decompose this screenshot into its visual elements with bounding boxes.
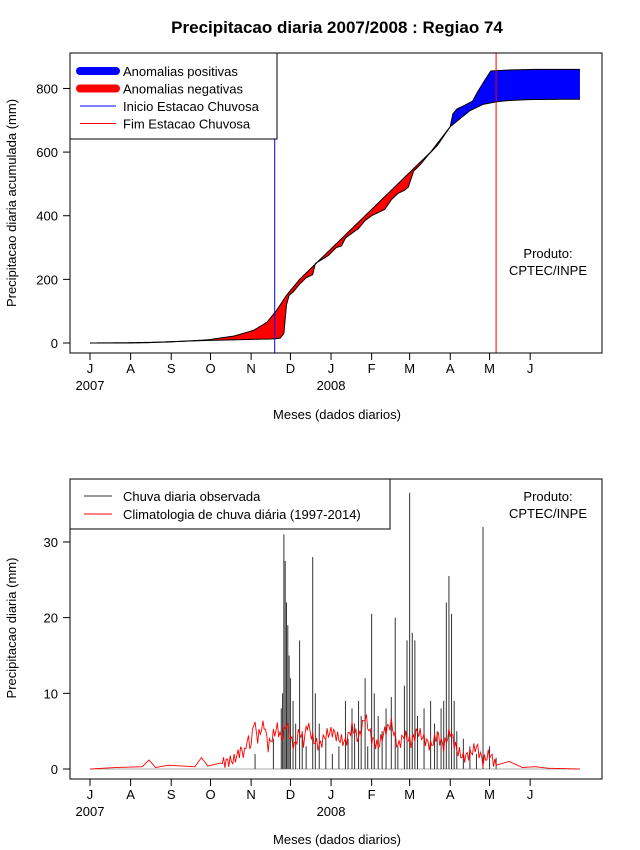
x-tick-label: M xyxy=(484,361,495,376)
x-tick-label: N xyxy=(246,787,255,802)
x-tick-label: N xyxy=(246,361,255,376)
x-tick-label: J xyxy=(328,361,335,376)
y-tick-label: 30 xyxy=(44,535,58,550)
x-tick-label: S xyxy=(167,787,176,802)
x-tick-label: J xyxy=(527,787,534,802)
climatology-cumulative-line xyxy=(89,98,580,344)
annotation-line-2: CPTEC/INPE xyxy=(509,506,587,521)
y-tick-label: 800 xyxy=(36,81,58,96)
x-axis-label-top: Meses (dados diarios) xyxy=(273,407,401,422)
year-label: 2007 xyxy=(76,378,105,393)
x-tick-label: J xyxy=(87,787,94,802)
legend-top: Anomalias positivas Anomalias negativas In… xyxy=(69,52,278,140)
legend-label: Fim Estacao Chuvosa xyxy=(123,117,251,132)
climatology-line xyxy=(89,714,580,770)
x-tick-label: O xyxy=(205,787,215,802)
chart-title: Precipitacao diaria 2007/2008 : Regiao 7… xyxy=(171,18,503,37)
product-annotation-top: Produto: CPTEC/INPE xyxy=(509,246,587,278)
daily-bars xyxy=(90,492,580,770)
x-tick-label: M xyxy=(484,787,495,802)
x-tick-label: F xyxy=(368,787,376,802)
daily-panel: J A S O N D J F M A M J 2007 2008 0 10 20 30 Chuva diaria… xyxy=(4,478,603,847)
legend-label: Inicio Estacao Chuvosa xyxy=(123,99,260,114)
x-tick-label: F xyxy=(368,361,376,376)
cumulative-panel: Precipitacao diaria 2007/2008 : Regiao 7… xyxy=(4,18,603,422)
product-annotation-bottom: Produto: CPTEC/INPE xyxy=(509,489,587,521)
x-tick-label: S xyxy=(167,361,176,376)
positive-anomaly-area xyxy=(450,69,580,127)
year-label: 2007 xyxy=(76,804,105,819)
axes-bottom: J A S O N D J F M A M J 2007 2008 0 10 20 30 xyxy=(44,535,534,819)
y-tick-label: 200 xyxy=(36,272,58,287)
y-tick-label: 20 xyxy=(44,611,58,626)
y-tick-label: 400 xyxy=(36,209,58,224)
x-tick-label: J xyxy=(87,361,94,376)
x-tick-label: A xyxy=(126,361,135,376)
legend-box xyxy=(69,478,391,530)
y-tick-label: 0 xyxy=(51,336,58,351)
x-tick-label: J xyxy=(527,361,534,376)
x-tick-label: O xyxy=(205,361,215,376)
year-label: 2008 xyxy=(317,804,346,819)
y-tick-label: 10 xyxy=(44,686,58,701)
legend-bottom: Chuva diaria observada Climatologia de ch… xyxy=(69,478,391,530)
x-tick-label: D xyxy=(286,361,295,376)
x-tick-label: M xyxy=(404,787,415,802)
y-axis-label-top: Precipitacao diaria acumulada (mm) xyxy=(4,99,19,307)
year-label: 2008 xyxy=(317,378,346,393)
legend-label: Chuva diaria observada xyxy=(123,489,261,504)
annotation-line-1: Produto: xyxy=(523,489,572,504)
x-tick-label: A xyxy=(446,361,455,376)
y-axis-label-bottom: Precipitacao diaria (mm) xyxy=(4,558,19,699)
y-tick-label: 600 xyxy=(36,145,58,160)
x-tick-label: A xyxy=(446,787,455,802)
x-tick-label: A xyxy=(126,787,135,802)
x-tick-label: J xyxy=(328,787,335,802)
annotation-line-2: CPTEC/INPE xyxy=(509,263,587,278)
cumulative-lines xyxy=(89,68,580,344)
x-tick-label: D xyxy=(286,787,295,802)
negative-anomaly-area xyxy=(181,263,316,342)
legend-label: Anomalias positivas xyxy=(123,64,238,79)
annotation-line-1: Produto: xyxy=(523,246,572,261)
y-tick-label: 0 xyxy=(51,762,58,777)
climatology-daily-line xyxy=(89,714,580,770)
legend-label: Climatologia de chuva diária (1997-2014) xyxy=(123,507,361,522)
x-axis-label-bottom: Meses (dados diarios) xyxy=(273,832,401,847)
legend-label: Anomalias negativas xyxy=(123,82,243,97)
axes-top: J A S O N D J F M A M J 2007 2008 0 200 400 600 800 xyxy=(36,81,533,393)
x-tick-label: M xyxy=(404,361,415,376)
